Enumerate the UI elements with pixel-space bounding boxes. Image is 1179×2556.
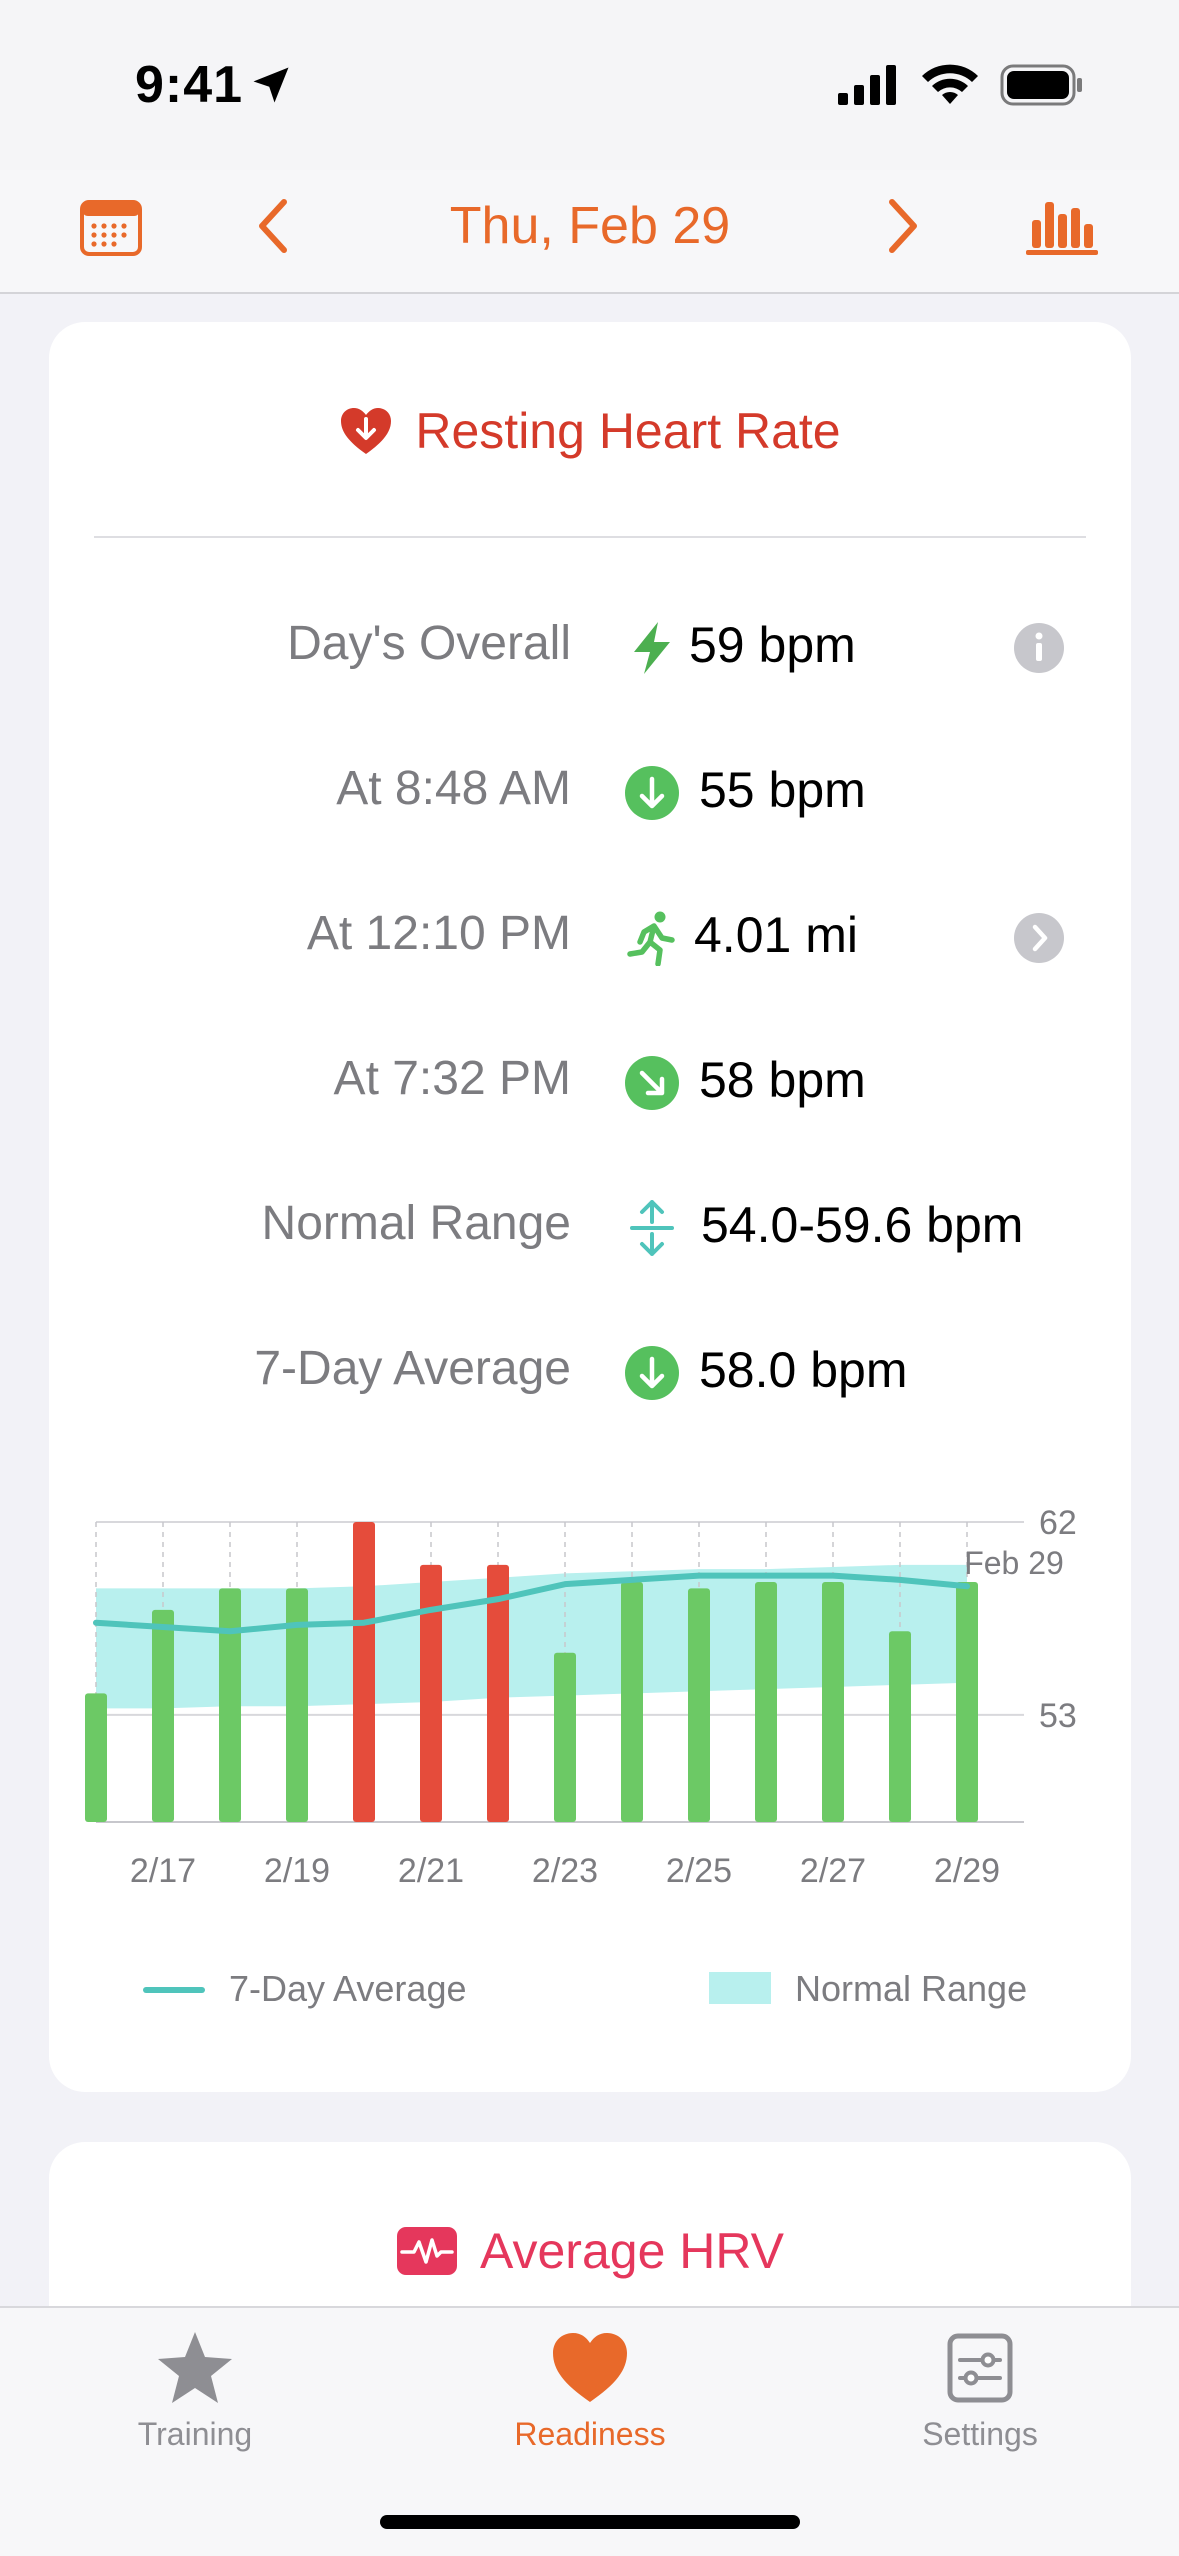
legend-range-swatch — [709, 1972, 771, 2004]
chart-bar — [487, 1564, 509, 1822]
hrv-waveform-icon — [397, 2227, 458, 2275]
legend-average-label: 7-Day Average — [229, 1968, 467, 2009]
y-tick-label: 62 — [1039, 1504, 1077, 1542]
card-title: Resting Heart Rate — [49, 402, 1131, 460]
row-label: At 8:48 AM — [336, 762, 571, 815]
chart-bar — [219, 1588, 241, 1822]
y-tick-label: 53 — [1039, 1697, 1077, 1735]
normal-range-band — [96, 1564, 967, 1709]
row-at-1210pm[interactable]: At 12:10 PM 4.01 mi — [49, 888, 1131, 988]
tab-bar: Training Readiness Settings — [0, 2306, 1179, 2556]
running-icon — [627, 911, 675, 966]
tab-label: Training — [137, 2416, 253, 2452]
chart-bar — [755, 1582, 777, 1822]
battery-icon — [1000, 64, 1082, 106]
arrow-down-circle-icon — [625, 1346, 679, 1400]
status-icons — [838, 64, 1084, 106]
chart-bar — [85, 1693, 107, 1822]
row-value: 55 bpm — [699, 762, 866, 818]
x-tick-label: 2/17 — [130, 1852, 196, 1890]
row-label: Normal Range — [261, 1197, 571, 1250]
legend-range-label: Normal Range — [795, 1968, 1028, 2009]
chart-bar — [152, 1609, 174, 1822]
row-7-day-average: 7-Day Average 58.0 bpm — [49, 1323, 1131, 1423]
chart-bar — [688, 1588, 710, 1822]
arrow-down-right-circle-icon — [625, 1056, 679, 1110]
row-normal-range: Normal Range 54.0-59.6 bpm — [49, 1178, 1131, 1278]
heart-down-icon — [341, 408, 392, 454]
date-header: Thu, Feb 29 — [0, 170, 1179, 294]
seven-day-average-line — [93, 1572, 970, 1635]
row-label: At 12:10 PM — [306, 907, 571, 960]
status-time: 9:41 — [135, 56, 244, 114]
range-arrows-icon — [630, 1200, 674, 1256]
lightning-icon — [634, 622, 670, 674]
tab-settings[interactable]: Settings — [830, 2328, 1130, 2453]
legend-average-swatch — [143, 1987, 205, 1993]
row-label: Day's Overall — [287, 617, 571, 670]
card-title-text: Resting Heart Rate — [415, 403, 841, 459]
row-label: 7-Day Average — [254, 1342, 571, 1395]
cellular-signal-icon — [838, 65, 896, 105]
row-value: 58.0 bpm — [699, 1342, 908, 1398]
next-day-button[interactable] — [880, 196, 926, 256]
date-marker-label: Feb 29 — [964, 1545, 1064, 1581]
card2-title: Average HRV — [49, 2222, 1131, 2280]
bar-chart-icon[interactable] — [1026, 196, 1098, 256]
sliders-icon — [947, 2333, 1013, 2403]
row-value: 4.01 mi — [694, 907, 858, 963]
wifi-icon — [922, 64, 978, 104]
star-icon — [158, 2332, 232, 2403]
x-tick-label: 2/27 — [800, 1852, 866, 1890]
tab-label: Readiness — [514, 2416, 666, 2452]
chart-bar — [420, 1564, 442, 1822]
row-at-848am: At 8:48 AM 55 bpm — [49, 743, 1131, 843]
chart-bar — [286, 1588, 308, 1822]
divider — [94, 536, 1086, 538]
resting-heart-rate-card: Resting Heart Rate Day's Overall 59 bpm … — [49, 322, 1131, 2092]
chevron-right-circle-icon[interactable] — [1013, 912, 1065, 964]
chart-bar — [822, 1582, 844, 1822]
info-icon[interactable] — [1013, 622, 1065, 674]
arrow-down-circle-icon — [625, 766, 679, 820]
chart-bar — [889, 1631, 911, 1822]
row-value: 58 bpm — [699, 1052, 866, 1108]
chart-legend: 7-Day Average Normal Range — [49, 1960, 1131, 2020]
row-value: 54.0-59.6 bpm — [701, 1197, 1024, 1253]
x-tick-label: 2/19 — [264, 1852, 330, 1890]
row-days-overall: Day's Overall 59 bpm — [49, 598, 1131, 698]
previous-day-button[interactable] — [250, 196, 296, 256]
tab-readiness[interactable]: Readiness — [440, 2328, 740, 2453]
chart-svg: 62 53 Feb 29 2/17 2/19 2/21 2/23 2/25 2/27 2/29 — [85, 1504, 1077, 1890]
home-indicator — [380, 2515, 800, 2529]
chart-bar — [554, 1652, 576, 1822]
tab-label: Settings — [922, 2416, 1038, 2452]
chart-bar — [621, 1582, 643, 1822]
location-arrow-icon — [253, 67, 289, 103]
heart-icon — [553, 2333, 627, 2402]
chart-bar — [956, 1582, 978, 1822]
x-tick-label: 2/25 — [666, 1852, 732, 1890]
resting-hr-chart: 62 53 Feb 29 2/17 2/19 2/21 2/23 2/25 2/27 2/29 — [49, 1502, 1131, 2002]
row-at-732pm: At 7:32 PM 58 bpm — [49, 1033, 1131, 1133]
current-date[interactable]: Thu, Feb 29 — [449, 197, 731, 255]
chart-bar — [353, 1522, 375, 1822]
x-tick-label: 2/21 — [398, 1852, 464, 1890]
status-bar: 9:41 — [0, 0, 1179, 170]
x-tick-label: 2/23 — [532, 1852, 598, 1890]
calendar-icon[interactable] — [80, 198, 142, 256]
row-label: At 7:32 PM — [333, 1052, 571, 1105]
card2-title-text: Average HRV — [480, 2223, 784, 2279]
row-value: 59 bpm — [689, 617, 856, 673]
tab-training[interactable]: Training — [45, 2328, 345, 2453]
x-tick-label: 2/29 — [934, 1852, 1000, 1890]
